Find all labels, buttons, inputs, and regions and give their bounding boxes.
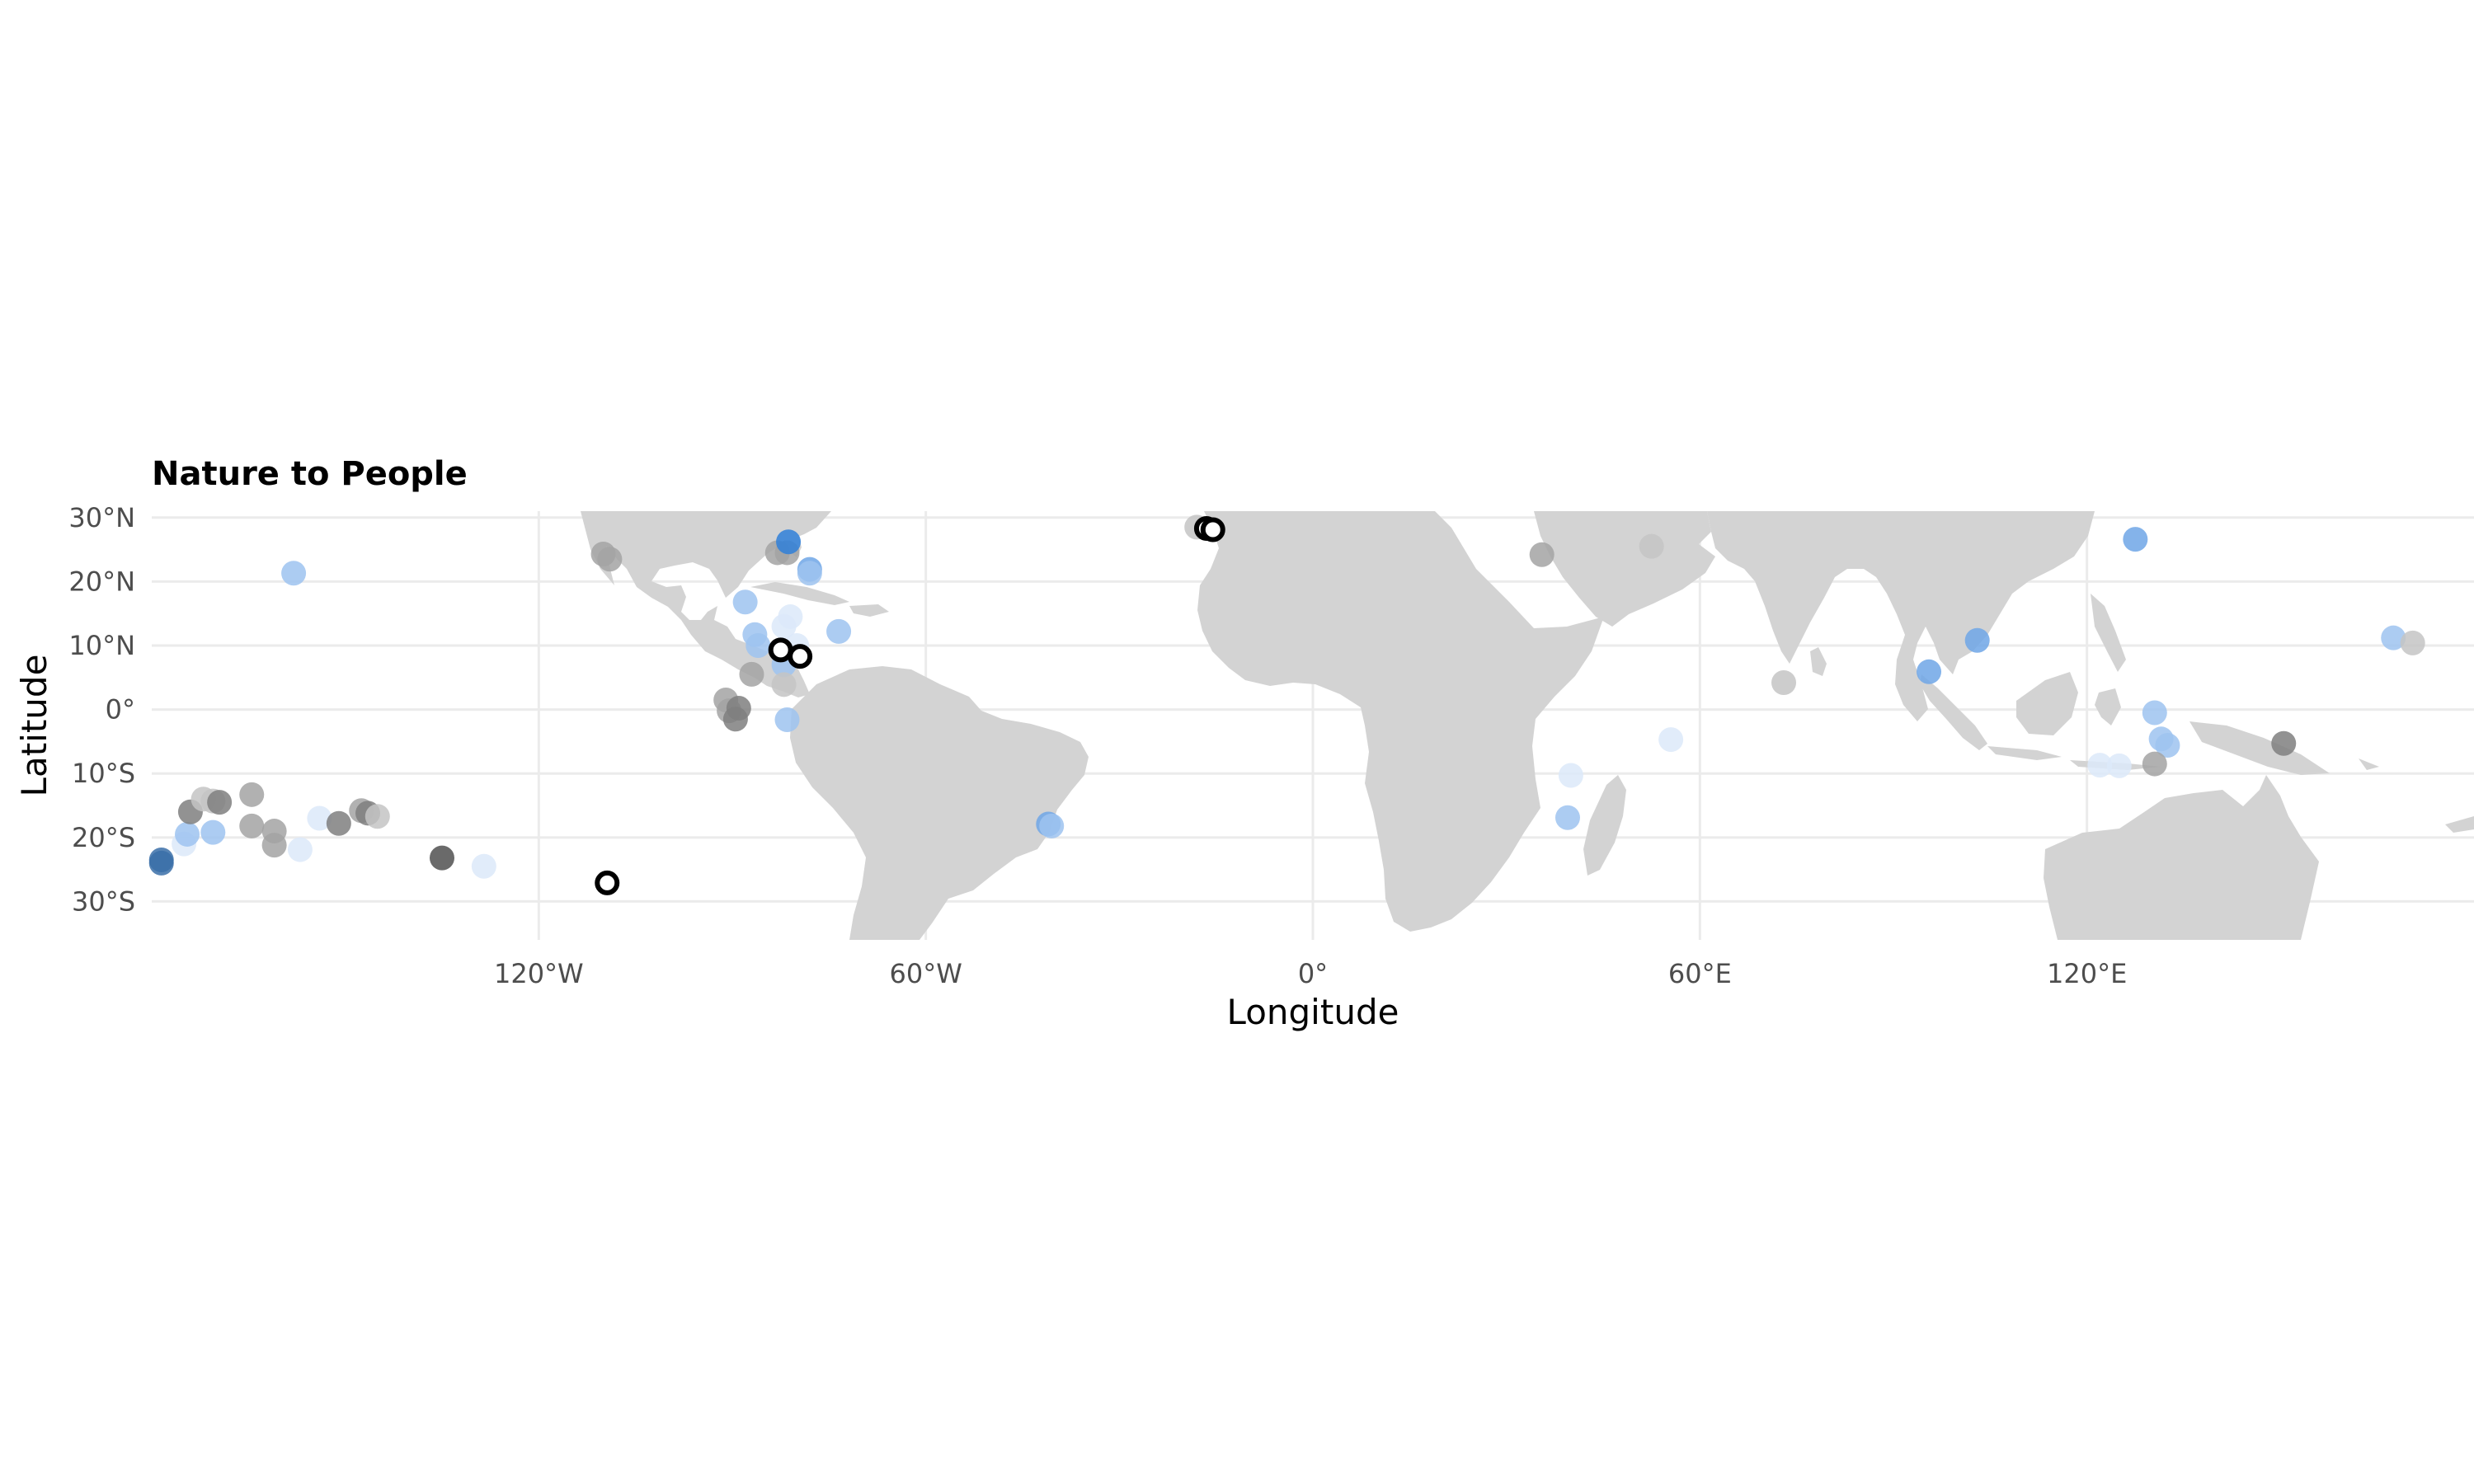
site-point	[239, 782, 265, 807]
site-point	[1639, 533, 1664, 559]
site-point	[2106, 753, 2132, 778]
site-point	[745, 632, 771, 658]
site-point	[239, 813, 265, 838]
x-tick-label: 0°	[1298, 958, 1328, 989]
site-points	[148, 514, 2425, 895]
y-tick-label: 10°N	[68, 630, 135, 661]
land-hispaniola	[849, 604, 889, 617]
site-point-ring	[788, 644, 813, 669]
site-point-ring	[595, 870, 620, 895]
land-madagascar	[1583, 775, 1626, 876]
site-point	[1529, 542, 1554, 567]
x-tick-label: 120°W	[494, 958, 584, 989]
y-tick-label: 30°S	[72, 885, 135, 917]
site-point	[826, 618, 852, 644]
land-sri-lanka	[1810, 647, 1827, 676]
y-tick-label: 20°N	[68, 566, 135, 597]
site-point	[1558, 763, 1583, 788]
land-cuba	[750, 582, 849, 605]
land-asia	[1707, 511, 2095, 721]
site-point	[2271, 730, 2297, 756]
x-tick-label: 120°E	[2047, 958, 2127, 989]
site-point	[1917, 659, 1942, 684]
land-masses	[581, 511, 2474, 940]
site-point	[1771, 670, 1797, 695]
site-point	[2123, 527, 2148, 552]
x-tick-label: 60°W	[889, 958, 962, 989]
site-point	[1658, 727, 1684, 753]
site-point	[261, 833, 287, 858]
land-arabia	[1534, 511, 1715, 627]
site-point	[2142, 751, 2167, 777]
land-vanuatu	[2445, 816, 2474, 833]
x-tick-label: 60°E	[1668, 958, 1732, 989]
site-point	[774, 707, 800, 733]
y-axis-ticks: 30°N 20°N 10°N 0° 10°S 20°S 30°S	[68, 502, 135, 918]
site-point	[2087, 753, 2113, 778]
site-point	[2400, 630, 2425, 655]
site-point	[365, 804, 390, 829]
site-point-ring	[768, 637, 793, 663]
site-point	[776, 529, 802, 555]
y-tick-label: 20°S	[72, 822, 135, 853]
land-solomon	[2359, 758, 2379, 770]
site-point	[307, 805, 332, 831]
site-point-ring	[1200, 517, 1225, 542]
site-point	[148, 850, 174, 876]
land-java	[1987, 746, 2062, 760]
land-sulawesi	[2095, 688, 2121, 726]
site-point	[200, 819, 226, 845]
site-point	[175, 821, 200, 847]
land-north-america	[581, 511, 831, 697]
site-point	[287, 837, 313, 862]
site-point	[771, 672, 797, 697]
land-sumatra	[1920, 674, 1987, 750]
x-axis-title: Longitude	[1227, 992, 1399, 1032]
y-tick-label: 30°N	[68, 502, 135, 533]
site-point	[281, 561, 307, 586]
land-australia	[2044, 775, 2319, 940]
site-point	[1039, 813, 1065, 838]
site-point	[471, 853, 496, 879]
site-point	[722, 707, 748, 732]
land-philippines	[2091, 594, 2126, 672]
site-point	[771, 613, 797, 639]
y-tick-label: 10°S	[72, 758, 135, 789]
land-new-guinea	[2189, 721, 2330, 775]
site-point	[2381, 625, 2406, 650]
site-point	[326, 810, 351, 836]
site-point	[2155, 733, 2180, 758]
site-point	[207, 790, 233, 815]
y-tick-label: 0°	[106, 694, 135, 726]
site-point	[1964, 627, 1990, 653]
map-panel	[148, 511, 2474, 940]
site-point	[732, 589, 758, 615]
site-point	[797, 561, 822, 586]
site-point	[597, 547, 623, 572]
land-africa	[1197, 511, 1604, 932]
y-axis-title: Latitude	[14, 655, 54, 797]
chart-title: Nature to People	[152, 455, 468, 493]
land-south-america	[790, 666, 1089, 940]
land-borneo	[2016, 672, 2078, 735]
site-point	[430, 845, 454, 871]
site-point	[2142, 700, 2167, 726]
site-point	[1554, 805, 1580, 830]
site-point	[739, 661, 764, 687]
x-axis-ticks: 120°W 60°W 0° 60°E 120°E	[494, 958, 2127, 989]
